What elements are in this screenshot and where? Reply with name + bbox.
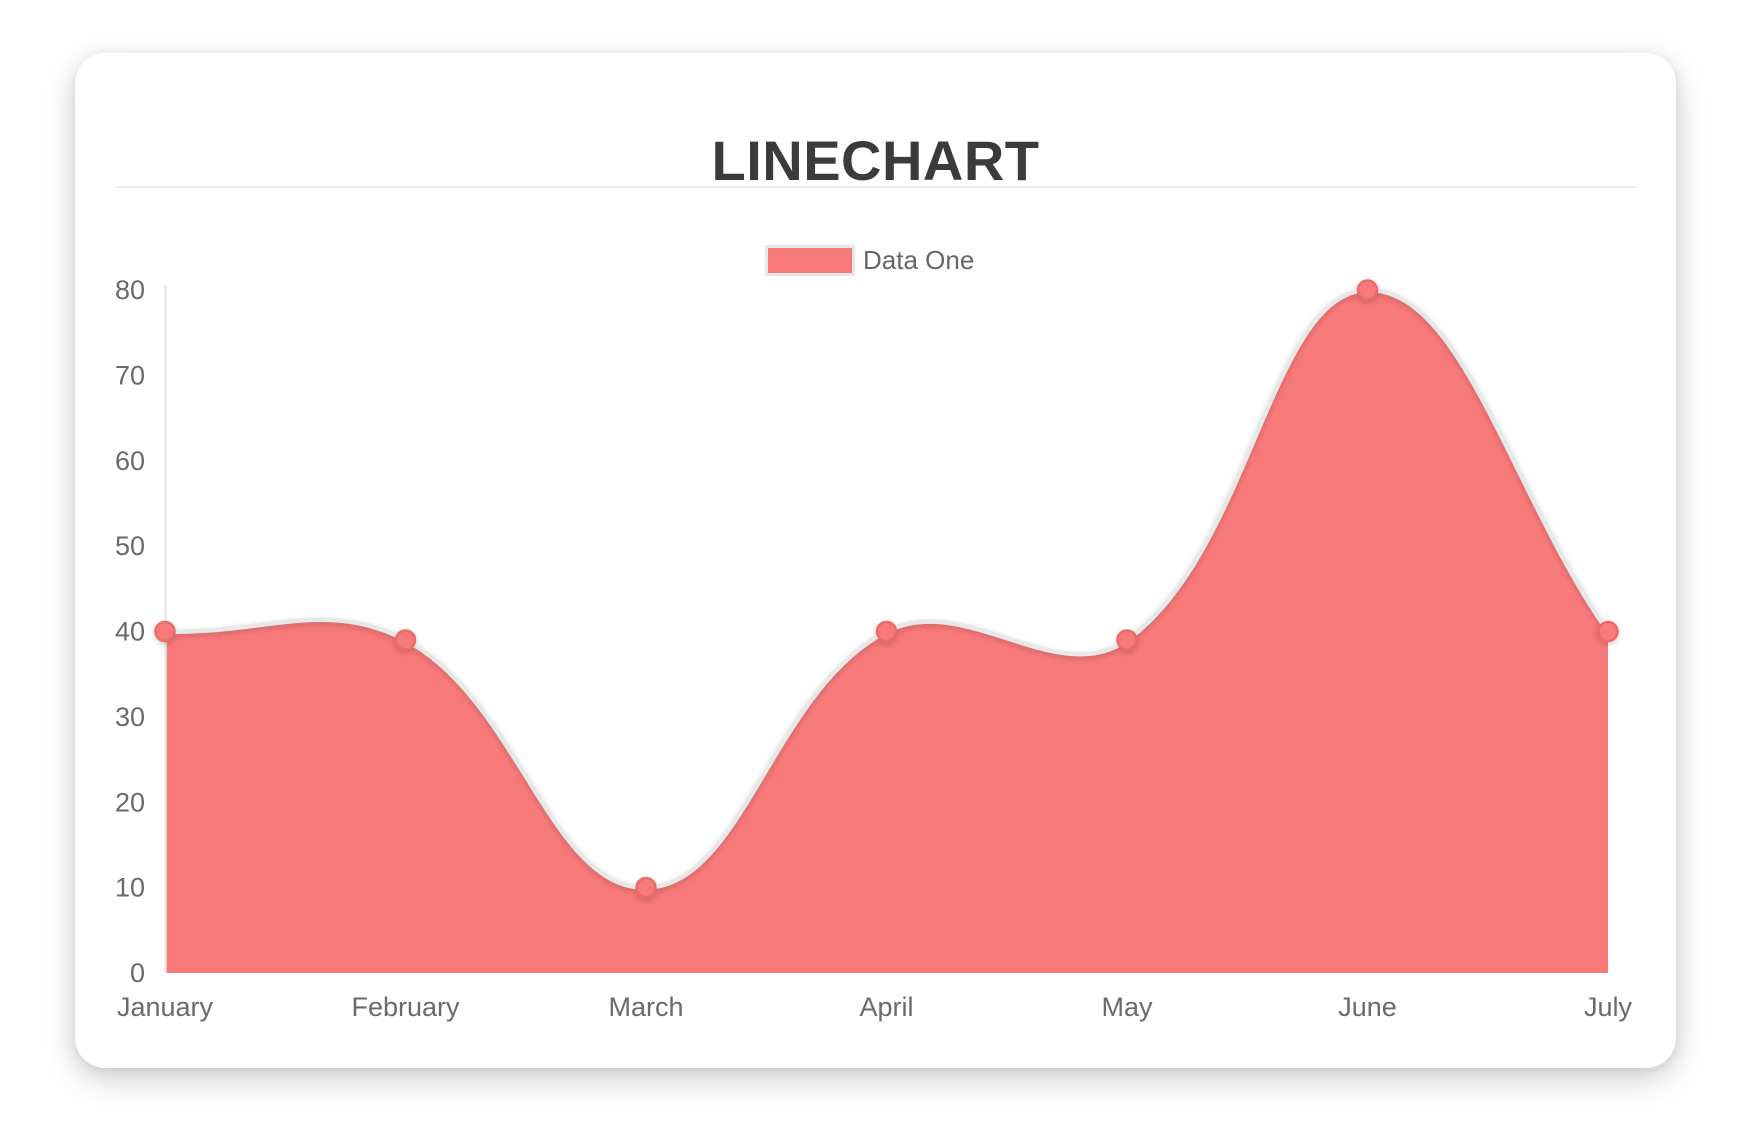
x-axis-label-february: February — [351, 992, 460, 1022]
y-tick-label-20: 20 — [115, 787, 145, 817]
data-point-february — [394, 629, 417, 651]
data-point-march — [635, 876, 657, 899]
x-axis-label-march: March — [608, 992, 683, 1022]
x-axis-label-january: January — [117, 992, 214, 1022]
y-tick-label-40: 40 — [115, 617, 145, 647]
y-tick-label-60: 60 — [115, 446, 145, 476]
data-point-june — [1356, 279, 1379, 301]
y-tick-label-70: 70 — [115, 360, 145, 390]
data-point-may — [1116, 629, 1138, 651]
legend-swatch — [765, 245, 855, 276]
title-divider — [117, 186, 1636, 188]
x-axis-label-april: April — [859, 992, 913, 1022]
chart-title: LINECHART — [711, 128, 1040, 192]
series-group-data-one — [154, 279, 1619, 899]
y-tick-label-30: 30 — [115, 702, 145, 732]
x-axis-label-july: July — [1584, 992, 1633, 1022]
y-tick-label-10: 10 — [115, 873, 145, 903]
x-axis-label-june: June — [1338, 992, 1397, 1022]
data-point-july — [1597, 620, 1619, 643]
y-tick-label-50: 50 — [115, 531, 145, 561]
legend-item-data-one[interactable]: Data One — [765, 245, 974, 276]
data-point-april — [875, 620, 898, 643]
data-point-january — [154, 620, 176, 643]
y-tick-label-0: 0 — [130, 958, 145, 988]
y-tick-label-80: 80 — [115, 275, 145, 305]
x-axis-label-may: May — [1101, 992, 1153, 1022]
legend-label: Data One — [863, 245, 975, 275]
